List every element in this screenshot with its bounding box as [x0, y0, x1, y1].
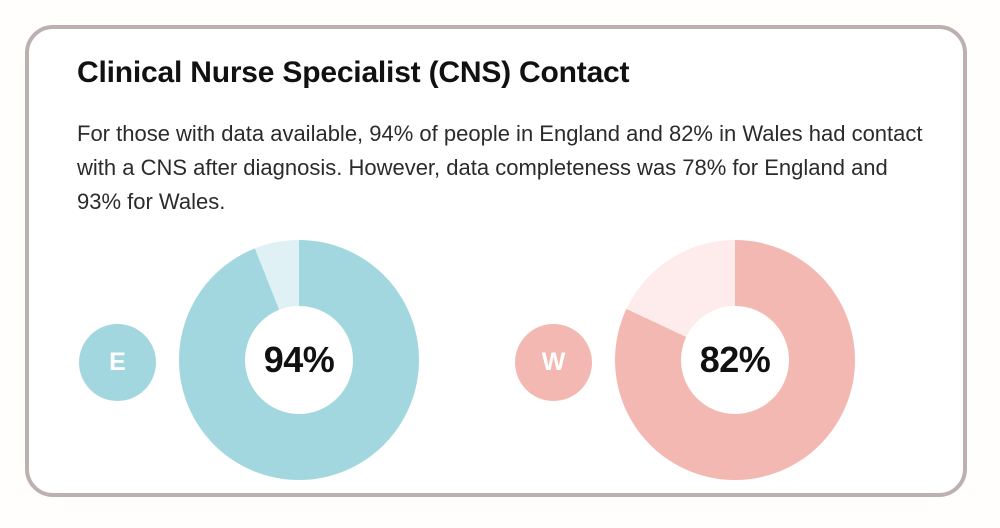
card-description: For those with data available, 94% of pe… — [77, 121, 923, 214]
donut-center-england: 94% — [245, 306, 353, 414]
page-title: Clinical Nurse Specialist (CNS) Contact — [77, 56, 630, 89]
region-england: E 94% — [51, 240, 471, 485]
donut-center-wales: 82% — [681, 306, 789, 414]
cns-contact-card: Clinical Nurse Specialist (CNS) Contact … — [25, 25, 967, 497]
donut-value-england: 94% — [263, 339, 335, 380]
donut-value-wales: 82% — [699, 339, 771, 380]
region-wales: W 82% — [487, 240, 907, 485]
region-badge-wales: W — [515, 324, 592, 401]
donut-chart-wales: 82% — [615, 240, 855, 480]
region-badge-england: E — [79, 324, 156, 401]
region-badge-label: W — [541, 348, 566, 376]
donut-chart-england: 94% — [179, 240, 419, 480]
region-badge-label: E — [109, 348, 126, 376]
